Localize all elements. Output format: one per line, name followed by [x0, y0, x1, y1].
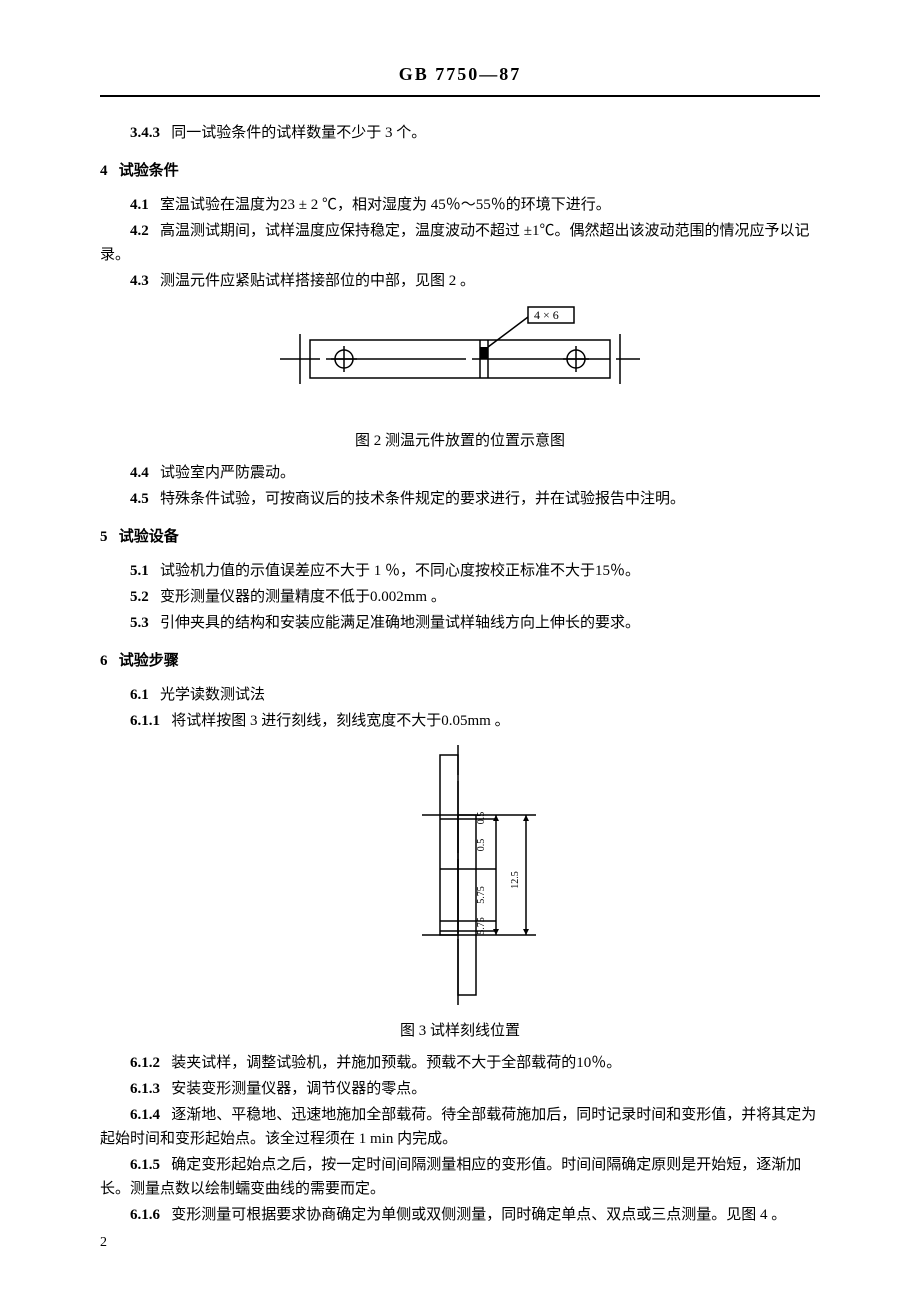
- section-4-heading: 4 试验条件: [100, 159, 820, 183]
- clause-4-2: 4.2 高温测试期间，试样温度应保持稳定，温度波动不超过 ±1℃。偶然超出该波动…: [100, 219, 820, 267]
- clause-text: 测温元件应紧贴试样搭接部位的中部，见图 2 。: [160, 273, 475, 289]
- clause-num: 6.1.4: [130, 1107, 160, 1123]
- standard-code-header: GB 7750—87: [100, 60, 820, 89]
- clause-num: 6.1: [130, 687, 149, 703]
- clause-3-4-3: 3.4.3 同一试验条件的试样数量不少于 3 个。: [100, 121, 820, 145]
- clause-text: 安装变形测量仪器，调节仪器的零点。: [171, 1081, 426, 1097]
- section-title: 试验步骤: [119, 653, 179, 669]
- clause-4-3: 4.3 测温元件应紧贴试样搭接部位的中部，见图 2 。: [100, 269, 820, 293]
- clause-text: 变形测量可根据要求协商确定为单侧或双侧测量，同时确定单点、双点或三点测量。见图 …: [171, 1207, 786, 1223]
- clause-text: 确定变形起始点之后，按一定时间间隔测量相应的变形值。时间间隔确定原则是开始短，逐…: [100, 1157, 801, 1197]
- clause-6-1-1: 6.1.1 将试样按图 3 进行刻线，刻线宽度不大于0.05mm 。: [100, 709, 820, 733]
- section-6-heading: 6 试验步骤: [100, 649, 820, 673]
- clause-4-4: 4.4 试验室内严防震动。: [100, 461, 820, 485]
- clause-num: 5.1: [130, 563, 149, 579]
- clause-6-1-3: 6.1.3 安装变形测量仪器，调节仪器的零点。: [100, 1077, 820, 1101]
- figure-3: 0.5 5.75 5.75 0.5 12.5: [100, 745, 820, 1013]
- clause-text: 高温测试期间，试样温度应保持稳定，温度波动不超过 ±1℃。偶然超出该波动范围的情…: [100, 223, 810, 263]
- clause-text: 光学读数测试法: [160, 687, 265, 703]
- clause-4-5: 4.5 特殊条件试验，可按商议后的技术条件规定的要求进行，并在试验报告中注明。: [100, 487, 820, 511]
- section-title: 试验设备: [119, 529, 179, 545]
- clause-6-1: 6.1 光学读数测试法: [100, 683, 820, 707]
- section-5-heading: 5 试验设备: [100, 525, 820, 549]
- svg-text:4 × 6: 4 × 6: [534, 308, 559, 322]
- figure-3-caption: 图 3 试样刻线位置: [100, 1019, 820, 1043]
- clause-num: 6.1.6: [130, 1207, 160, 1223]
- clause-text: 变形测量仪器的测量精度不低于0.002mm 。: [160, 589, 446, 605]
- clause-text: 装夹试样，调整试验机，并施加预载。预载不大于全部载荷的10％。: [171, 1055, 621, 1071]
- figure-2-diagram: 4 × 6: [280, 305, 640, 415]
- page-number: 2: [100, 1232, 107, 1254]
- clause-text: 同一试验条件的试样数量不少于 3 个。: [171, 125, 426, 141]
- section-num: 4: [100, 163, 108, 179]
- clause-4-1: 4.1 室温试验在温度为23 ± 2 ℃，相对湿度为 45％～55％的环境下进行…: [100, 193, 820, 217]
- page: GB 7750—87 3.4.3 同一试验条件的试样数量不少于 3 个。 4 试…: [0, 0, 920, 1302]
- section-num: 5: [100, 529, 108, 545]
- clause-num: 3.4.3: [130, 125, 160, 141]
- figure-2: 4 × 6: [100, 305, 820, 423]
- clause-6-1-6: 6.1.6 变形测量可根据要求协商确定为单侧或双侧测量，同时确定单点、双点或三点…: [100, 1203, 820, 1227]
- svg-text:5.75: 5.75: [476, 886, 487, 904]
- clause-num: 4.2: [130, 223, 149, 239]
- svg-text:0.5: 0.5: [476, 839, 487, 852]
- clause-text: 试验机力值的示值误差应不大于 1 ％，不同心度按校正标准不大于15％。: [160, 563, 640, 579]
- clause-text: 逐渐地、平稳地、迅速地施加全部载荷。待全部载荷施加后，同时记录时间和变形值，并将…: [100, 1107, 816, 1147]
- clause-text: 特殊条件试验，可按商议后的技术条件规定的要求进行，并在试验报告中注明。: [160, 491, 685, 507]
- clause-5-3: 5.3 引伸夹具的结构和安装应能满足准确地测量试样轴线方向上伸长的要求。: [100, 611, 820, 635]
- clause-6-1-5: 6.1.5 确定变形起始点之后，按一定时间间隔测量相应的变形值。时间间隔确定原则…: [100, 1153, 820, 1201]
- clause-num: 6.1.3: [130, 1081, 160, 1097]
- figure-3-diagram: 0.5 5.75 5.75 0.5 12.5: [350, 745, 570, 1005]
- clause-text: 将试样按图 3 进行刻线，刻线宽度不大于0.05mm 。: [171, 713, 509, 729]
- header-rule: [100, 95, 820, 97]
- clause-num: 6.1.2: [130, 1055, 160, 1071]
- clause-num: 4.1: [130, 197, 149, 213]
- svg-text:5.75: 5.75: [476, 917, 487, 935]
- clause-5-1: 5.1 试验机力值的示值误差应不大于 1 ％，不同心度按校正标准不大于15％。: [100, 559, 820, 583]
- clause-6-1-4: 6.1.4 逐渐地、平稳地、迅速地施加全部载荷。待全部载荷施加后，同时记录时间和…: [100, 1103, 820, 1151]
- clause-num: 4.5: [130, 491, 149, 507]
- clause-text: 引伸夹具的结构和安装应能满足准确地测量试样轴线方向上伸长的要求。: [160, 615, 640, 631]
- section-title: 试验条件: [119, 163, 179, 179]
- clause-num: 4.3: [130, 273, 149, 289]
- clause-num: 5.2: [130, 589, 149, 605]
- svg-text:12.5: 12.5: [510, 871, 521, 889]
- clause-num: 6.1.5: [130, 1157, 160, 1173]
- figure-2-caption: 图 2 测温元件放置的位置示意图: [100, 429, 820, 453]
- clause-num: 4.4: [130, 465, 149, 481]
- clause-5-2: 5.2 变形测量仪器的测量精度不低于0.002mm 。: [100, 585, 820, 609]
- svg-text:0.5: 0.5: [476, 812, 487, 825]
- clause-num: 6.1.1: [130, 713, 160, 729]
- clause-text: 室温试验在温度为23 ± 2 ℃，相对湿度为 45％～55％的环境下进行。: [160, 197, 611, 213]
- clause-num: 5.3: [130, 615, 149, 631]
- clause-text: 试验室内严防震动。: [160, 465, 295, 481]
- section-num: 6: [100, 653, 108, 669]
- clause-6-1-2: 6.1.2 装夹试样，调整试验机，并施加预载。预载不大于全部载荷的10％。: [100, 1051, 820, 1075]
